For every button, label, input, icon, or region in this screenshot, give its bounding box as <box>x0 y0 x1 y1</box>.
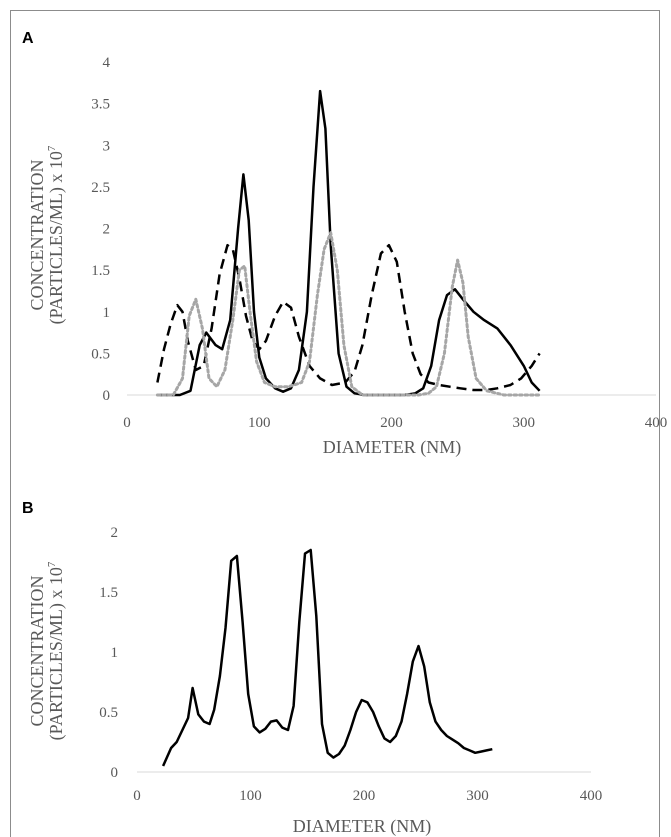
chart-a: CONCENTRATION (PARTICLES/ML) x 107 DIAME… <box>27 55 668 458</box>
x-tick-label: 0 <box>133 788 141 804</box>
x-tick-label: 300 <box>466 788 489 804</box>
y-tick-label: 1 <box>111 645 119 661</box>
x-tick-label: 100 <box>248 415 271 431</box>
x-tick-label: 0 <box>123 415 131 431</box>
x-axis-title: DIAMETER (NM) <box>323 437 461 458</box>
y-tick-label: 2.5 <box>91 180 110 196</box>
x-tick-label: 200 <box>380 415 403 431</box>
y-tick-label: 3.5 <box>91 97 110 113</box>
series-line-solid <box>157 89 541 397</box>
series-line-dotted <box>155 231 542 397</box>
y-axis-title-line2: (PARTICLES/ML) x 107 <box>46 145 67 324</box>
y-axis-title-line2: (PARTICLES/ML) x 107 <box>46 561 67 740</box>
y-tick-label: 2 <box>111 525 119 541</box>
x-tick-label: 200 <box>353 788 376 804</box>
y-tick-label: 3 <box>103 138 111 154</box>
x-tick-label: 400 <box>580 788 603 804</box>
y-tick-label: 0 <box>103 388 111 404</box>
y-tick-label: 0.5 <box>99 705 118 721</box>
series-line-solid <box>161 548 493 767</box>
panel-label-a: A <box>22 30 34 47</box>
y-tick-label: 0.5 <box>91 346 110 362</box>
y-tick-label: 1.5 <box>99 585 118 601</box>
x-tick-label: 400 <box>645 415 668 431</box>
y-tick-label: 1 <box>103 305 111 321</box>
panel-label-b: B <box>22 500 34 517</box>
y-axis-title-line1: CONCENTRATION <box>27 160 47 311</box>
x-axis-title: DIAMETER (NM) <box>293 816 431 837</box>
y-tick-label: 0 <box>111 765 119 781</box>
y-axis-title-line1: CONCENTRATION <box>27 576 47 727</box>
x-tick-label: 100 <box>239 788 262 804</box>
y-tick-label: 4 <box>103 55 111 71</box>
y-tick-label: 1.5 <box>91 263 110 279</box>
x-tick-label: 300 <box>513 415 536 431</box>
y-tick-label: 2 <box>103 222 111 238</box>
figure-frame <box>10 10 660 837</box>
